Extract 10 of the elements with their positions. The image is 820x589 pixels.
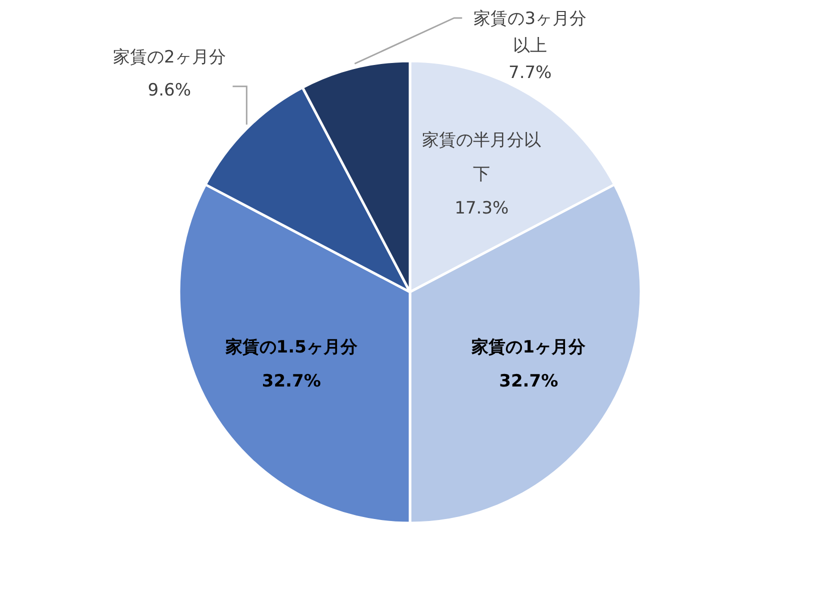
data-label: 17.3% <box>454 198 509 218</box>
data-label: 32.7% <box>499 372 558 392</box>
slice-label: 家賃の1ヶ月分 <box>470 338 587 358</box>
slice-label: 家賃の1.5ヶ月分 <box>224 338 358 358</box>
slice-label: 家賃の半月分以下 <box>422 130 542 184</box>
data-label: 7.7% <box>508 63 552 83</box>
slice-label: 家賃の2ヶ月分 <box>112 47 226 68</box>
slice-label: 家賃の3ヶ月分以上 <box>474 9 587 56</box>
data-label: 9.6% <box>148 80 191 100</box>
data-label: 32.7% <box>262 372 321 392</box>
